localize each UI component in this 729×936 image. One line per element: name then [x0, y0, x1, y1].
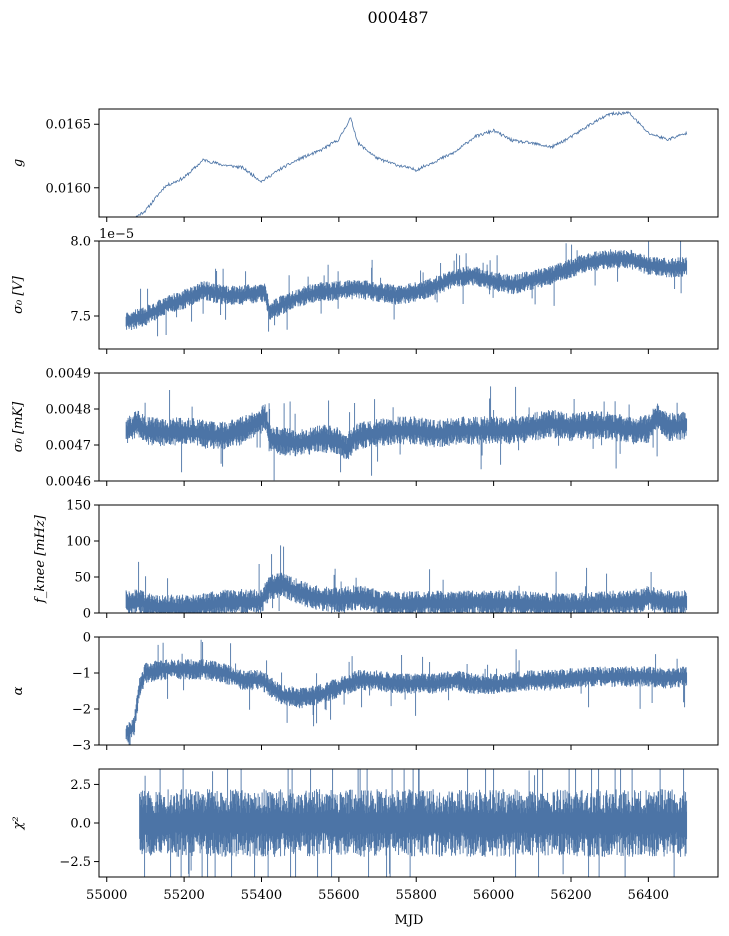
y-tick-label: 0.0049 — [46, 367, 92, 382]
series-band — [125, 386, 688, 481]
y-tick-label: 0.0160 — [46, 181, 92, 196]
axes-frame — [98, 636, 719, 746]
y-axis-label: σ₀ [V] — [11, 275, 26, 314]
x-tick-label: 55200 — [163, 888, 204, 903]
y-tick-label: 0 — [83, 607, 91, 622]
y-tick-label: 100 — [66, 535, 91, 550]
subplot-4: 150 100 50 0 f_knee [mHz] — [33, 499, 719, 622]
y-tick-label: 150 — [66, 499, 91, 514]
y-axis-label: g — [11, 159, 26, 167]
y-axis-label: σ₀ [mK] — [11, 401, 26, 452]
y-tick-label: 0.0048 — [46, 403, 92, 418]
x-tick-label: 55400 — [241, 888, 282, 903]
y-axis-label: χ² — [11, 816, 26, 830]
axes-frame — [98, 240, 719, 350]
x-tick-label: 56400 — [628, 888, 669, 903]
x-axis-label: MJD — [395, 913, 424, 928]
subplot-2: 8.0 7.5 1e−5 σ₀ [V] — [11, 227, 719, 354]
y-tick-label: 8.0 — [70, 235, 91, 250]
series-band — [125, 241, 688, 337]
series-band — [125, 639, 688, 745]
figure-title: 000487 — [367, 8, 428, 27]
series-line — [132, 110, 688, 217]
y-tick-label: −1 — [72, 667, 91, 682]
x-tick-label: 55000 — [86, 888, 127, 903]
subplot-6: 2.5 0.0 −2.5 55000 55200 55400 55600 55800 56000… — [11, 768, 719, 903]
subplot-5: 0 −1 −2 −3 α — [11, 631, 719, 754]
y-tick-label: −2.5 — [59, 855, 91, 870]
y-tick-label: 0.0047 — [46, 439, 92, 454]
y-tick-label: 2.5 — [70, 778, 91, 793]
series-band — [125, 545, 688, 613]
x-tick-label: 55800 — [396, 888, 437, 903]
series-band — [139, 769, 688, 877]
axes-frame — [98, 504, 719, 614]
subplot-3: 0.0049 0.0048 0.0047 0.0046 σ₀ [mK] — [11, 367, 719, 490]
y-axis-label: α — [11, 686, 26, 695]
y-tick-label: −2 — [72, 703, 91, 718]
x-tick-label: 55600 — [318, 888, 359, 903]
x-tick-label: 56200 — [550, 888, 591, 903]
y-axis-label: f_knee [mHz] — [33, 514, 48, 604]
y-tick-label: −3 — [72, 739, 91, 754]
y-tick-label: 0.0165 — [46, 118, 92, 133]
y-tick-label: 7.5 — [70, 310, 91, 325]
y-tick-label: 0.0046 — [46, 475, 92, 490]
axes-frame — [98, 108, 719, 218]
y-offset-text: 1e−5 — [99, 227, 134, 242]
y-tick-label: 0 — [83, 631, 91, 646]
y-tick-label: 50 — [74, 571, 91, 586]
subplot-1: 0.0165 0.0160 g — [11, 108, 719, 222]
x-tick-label: 56000 — [473, 888, 514, 903]
y-tick-label: 0.0 — [70, 817, 91, 832]
axes-frame — [98, 372, 719, 482]
